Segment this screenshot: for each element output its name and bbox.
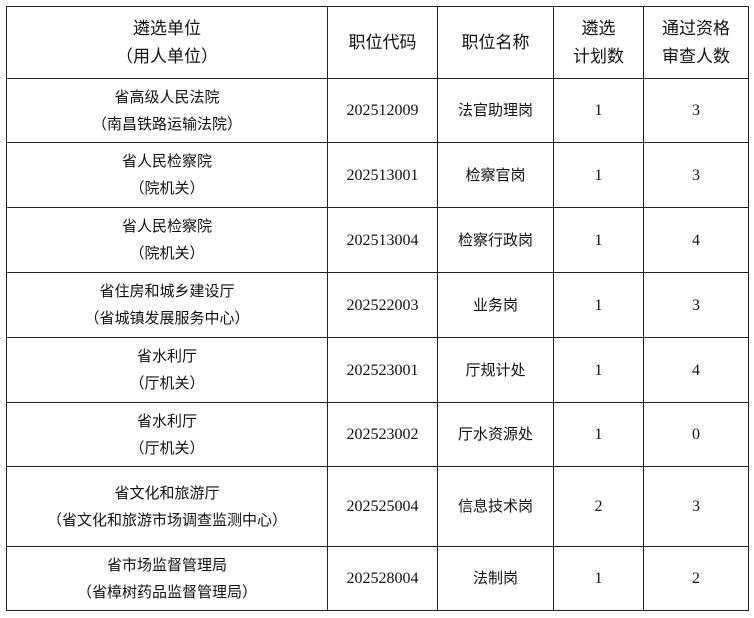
position-cell: 法官助理岗 <box>437 78 554 143</box>
plan-cell: 1 <box>553 142 644 208</box>
unit-cell: 省水利厅 （厅机关） <box>6 402 328 467</box>
code-cell: 202513001 <box>327 142 438 208</box>
unit-subname: （省文化和旅游市场调查监测中心） <box>46 510 287 529</box>
code-cell: 202525004 <box>327 466 438 547</box>
unit-cell: 省文化和旅游厅 （省文化和旅游市场调查监测中心） <box>6 466 328 547</box>
table-row: 省市场监督管理局 （省樟树药品监督管理局） 202528004 法制岗 1 2 <box>6 546 749 611</box>
header-text: 计划数 <box>573 46 624 67</box>
code-cell: 202528004 <box>327 546 438 611</box>
passed-cell: 3 <box>643 272 749 338</box>
passed-cell: 3 <box>643 142 749 208</box>
unit-subname: （厅机关） <box>129 438 205 457</box>
position-cell: 检察行政岗 <box>437 207 554 273</box>
unit-cell: 省住房和城乡建设厅 （省城镇发展服务中心） <box>6 272 328 338</box>
header-text: 职位代码 <box>348 32 417 53</box>
passed-cell: 2 <box>643 546 749 611</box>
unit-subname: （南昌铁路运输法院） <box>91 114 242 133</box>
unit-cell: 省人民检察院 （院机关） <box>6 142 328 208</box>
unit-name: 省人民检察院 <box>121 217 212 235</box>
plan-cell: 2 <box>553 466 644 547</box>
table-row: 省人民检察院 （院机关） 202513001 检察官岗 1 3 <box>6 142 749 208</box>
unit-subname: （厅机关） <box>129 374 205 392</box>
position-cell: 信息技术岗 <box>437 466 554 547</box>
header-row: 遴选单位 （用人单位） 职位代码 职位名称 遴选 计划数 通过资格 审查人数 <box>6 6 749 79</box>
unit-name: 省水利厅 <box>136 411 197 430</box>
plan-cell: 1 <box>553 337 644 403</box>
plan-cell: 1 <box>553 207 644 273</box>
header-code: 职位代码 <box>327 6 438 79</box>
plan-cell: 1 <box>553 78 644 143</box>
unit-subname: （院机关） <box>129 179 205 197</box>
passed-cell: 3 <box>643 466 749 547</box>
unit-cell: 省市场监督管理局 （省樟树药品监督管理局） <box>6 546 328 611</box>
unit-cell: 省高级人民法院 （南昌铁路运输法院） <box>6 78 328 143</box>
header-position: 职位名称 <box>437 6 554 79</box>
plan-cell: 1 <box>553 546 644 611</box>
header-text: 通过资格 <box>662 18 730 39</box>
unit-subname: （省樟树药品监督管理局） <box>76 582 257 601</box>
header-text: 遴选单位 <box>133 18 201 39</box>
position-cell: 厅规计处 <box>437 337 554 403</box>
position-cell: 法制岗 <box>437 546 554 611</box>
unit-name: 省人民检察院 <box>121 152 212 170</box>
table-row: 省高级人民法院 （南昌铁路运输法院） 202512009 法官助理岗 1 3 <box>6 78 749 143</box>
code-cell: 202523002 <box>327 402 438 467</box>
unit-name: 省住房和城乡建设厅 <box>99 282 235 300</box>
passed-cell: 0 <box>643 402 749 467</box>
position-cell: 厅水资源处 <box>437 402 554 467</box>
code-cell: 202513004 <box>327 207 438 273</box>
unit-cell: 省人民检察院 （院机关） <box>6 207 328 273</box>
passed-cell: 4 <box>643 207 749 273</box>
table-row: 省住房和城乡建设厅 （省城镇发展服务中心） 202522003 业务岗 1 3 <box>6 272 749 338</box>
code-cell: 202523001 <box>327 337 438 403</box>
passed-cell: 4 <box>643 337 749 403</box>
header-text: （用人单位） <box>116 46 218 67</box>
plan-cell: 1 <box>553 272 644 338</box>
header-passed: 通过资格 审查人数 <box>643 6 749 79</box>
table-row: 省水利厅 （厅机关） 202523001 厅规计处 1 4 <box>6 337 749 403</box>
code-cell: 202512009 <box>327 78 438 143</box>
unit-subname: （院机关） <box>129 244 205 262</box>
position-cell: 业务岗 <box>437 272 554 338</box>
qualification-review-table: 遴选单位 （用人单位） 职位代码 职位名称 遴选 计划数 通过资格 审查人数 省高级人民法院（… <box>6 6 749 611</box>
header-text: 职位名称 <box>461 32 530 53</box>
unit-cell: 省水利厅 （厅机关） <box>6 337 328 403</box>
header-plan: 遴选 计划数 <box>553 6 644 79</box>
unit-subname: （省城镇发展服务中心） <box>84 309 250 327</box>
header-unit: 遴选单位 （用人单位） <box>6 6 328 79</box>
passed-cell: 3 <box>643 78 749 143</box>
plan-cell: 1 <box>553 402 644 467</box>
header-text: 遴选 <box>581 18 616 39</box>
unit-name: 省水利厅 <box>136 347 197 365</box>
unit-name: 省文化和旅游厅 <box>114 483 220 502</box>
unit-name: 省市场监督管理局 <box>106 555 227 574</box>
header-text: 审查人数 <box>662 46 730 67</box>
position-cell: 检察官岗 <box>437 142 554 208</box>
table-row: 省文化和旅游厅 （省文化和旅游市场调查监测中心） 202525004 信息技术岗 2 3 <box>6 466 749 547</box>
code-cell: 202522003 <box>327 272 438 338</box>
unit-name: 省高级人民法院 <box>114 87 220 106</box>
table-row: 省水利厅 （厅机关） 202523002 厅水资源处 1 0 <box>6 402 749 467</box>
table-row: 省人民检察院 （院机关） 202513004 检察行政岗 1 4 <box>6 207 749 273</box>
